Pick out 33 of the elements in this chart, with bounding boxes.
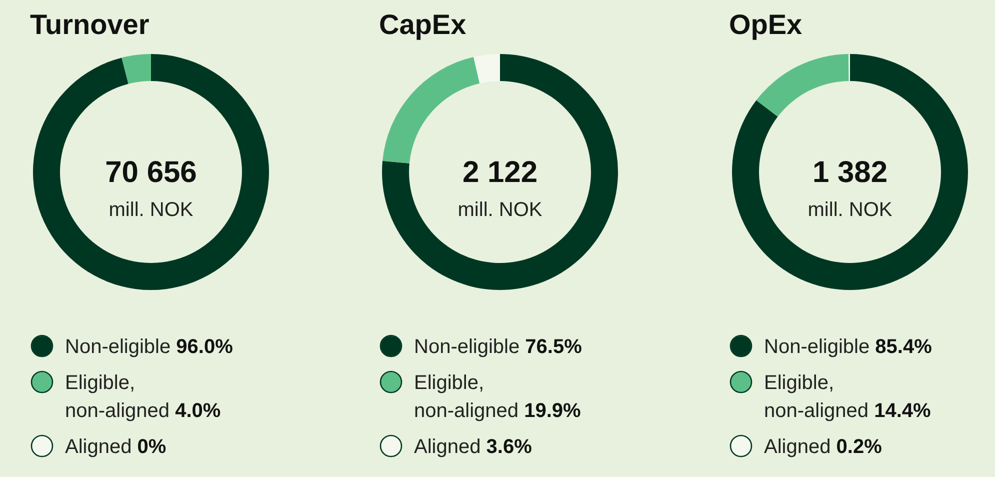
text: 0%: [137, 436, 166, 458]
donut-slice: [474, 54, 500, 84]
data-label: 14.4%: [868, 400, 932, 422]
text: 1 382: [812, 156, 888, 189]
legend-label: Eligible, non-aligned: [764, 372, 869, 422]
legend-label: Aligned: [764, 436, 831, 458]
legend-label: Non-eligible: [414, 336, 520, 358]
data-label: 0.2%: [830, 436, 882, 458]
data-label: 96.0%: [170, 336, 234, 358]
text: mill. NOK: [108, 199, 194, 221]
donut-slice: [122, 54, 151, 84]
donut-slice: [382, 54, 618, 290]
legend-label: Eligible, non-aligned: [414, 372, 519, 422]
data-label: 19.9%: [518, 400, 582, 422]
text: 70 656: [105, 156, 197, 189]
chart-title: Turnover: [30, 9, 150, 40]
legend-label: Non-eligible: [65, 336, 171, 358]
donut-slice: [732, 54, 968, 290]
data-label: 76.5%: [520, 336, 582, 358]
data-label: 4.0%: [170, 400, 221, 422]
chart-title: OpEx: [729, 9, 803, 40]
text: 2 122: [462, 156, 538, 189]
donut-slice: [756, 54, 849, 117]
text: mill. NOK: [458, 199, 543, 221]
legend-label: Non-eligible: [764, 336, 870, 358]
legend-label: Aligned: [65, 436, 132, 458]
legend-label: Aligned: [414, 436, 481, 458]
donut-slice: [33, 54, 269, 290]
legend-label: Eligible, non-aligned: [65, 372, 170, 422]
text: mill. NOK: [808, 199, 893, 221]
chart-title: CapEx: [379, 9, 467, 40]
data-label: 3.6%: [480, 436, 532, 458]
data-label: 85.4%: [870, 336, 932, 358]
